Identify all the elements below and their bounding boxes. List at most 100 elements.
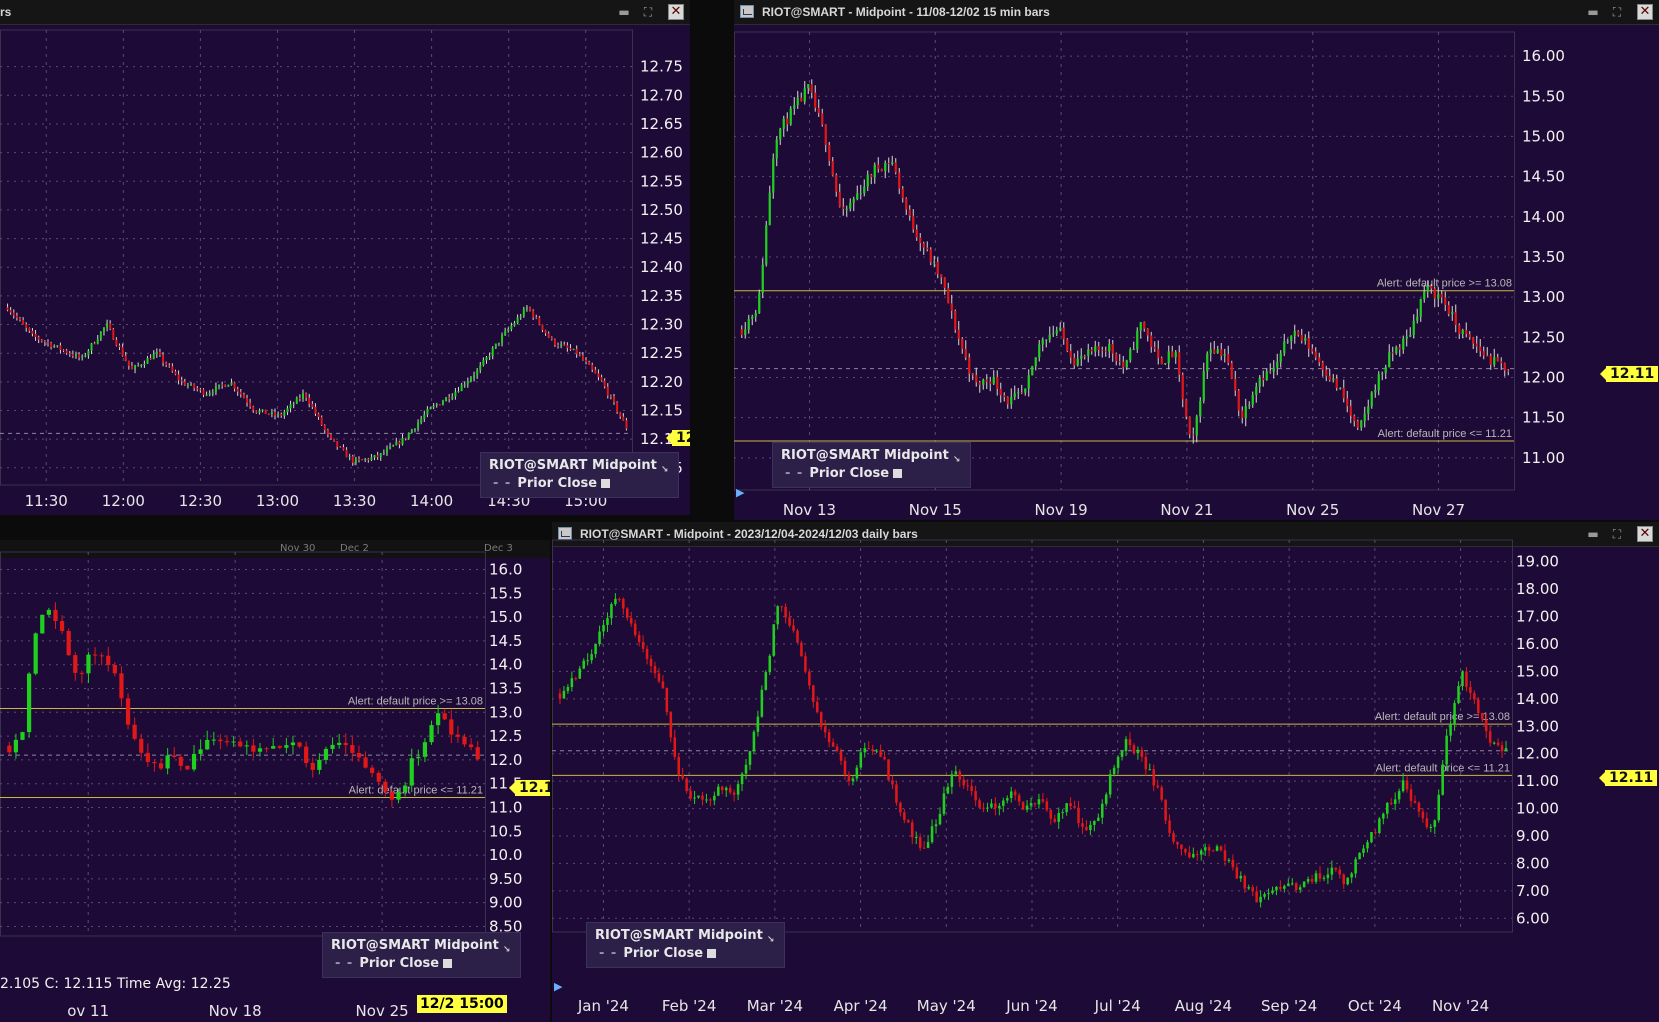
y-tick-label: 16.00 — [1516, 635, 1559, 653]
candle-body — [954, 310, 957, 330]
candle-body — [1196, 853, 1199, 855]
scroll-left-icon[interactable]: ▶ — [736, 486, 745, 499]
candle-body — [887, 162, 890, 165]
candle-body — [800, 642, 803, 657]
legend-symbol-row[interactable]: RIOT@SMART Midpoint ↘ — [595, 927, 776, 945]
candle-body — [191, 753, 197, 770]
candle-body — [1146, 328, 1149, 336]
close-icon[interactable]: ✕ — [1637, 526, 1653, 542]
legend-prior-close-row[interactable]: - - Prior Close — [489, 475, 670, 493]
candle-body — [985, 379, 988, 382]
candle-body — [1486, 355, 1489, 357]
maximize-icon[interactable]: ⛶ — [643, 5, 653, 19]
checkbox-icon[interactable] — [443, 959, 453, 968]
y-tick-label: 8.00 — [1516, 854, 1549, 872]
candle-body — [46, 342, 49, 344]
chart-panel-15min[interactable]: RIOT@SMART - Midpoint - 11/08-12/02 15 m… — [734, 0, 1659, 520]
chart-legend[interactable]: RIOT@SMART Midpoint ↘ - - Prior Close — [480, 452, 679, 498]
pin-icon[interactable]: ↘ — [952, 455, 961, 465]
candle-body — [1231, 859, 1235, 868]
chart-legend[interactable]: RIOT@SMART Midpoint ↘ - - Prior Close — [772, 442, 971, 488]
candle-body — [575, 348, 578, 355]
navigator-strip[interactable]: Nov 30 Dec 2 Dec 3 — [0, 540, 550, 558]
candle-body — [1445, 735, 1448, 765]
candle-body — [1395, 347, 1398, 354]
candle-body — [914, 836, 918, 838]
chart-panel-daily-year[interactable]: RIOT@SMART - Midpoint - 2023/12/04-2024/… — [552, 522, 1659, 1022]
checkbox-icon[interactable] — [601, 479, 611, 488]
candle-body — [1307, 337, 1310, 349]
checkbox-icon[interactable] — [893, 469, 903, 478]
y-tick-label: 12.70 — [640, 86, 683, 104]
candle-body — [1124, 739, 1128, 752]
x-tick-label: ov 11 — [67, 1002, 109, 1020]
candle-body — [541, 324, 544, 331]
legend-symbol-row[interactable]: RIOT@SMART Midpoint ↘ — [331, 937, 512, 955]
candle-body — [831, 742, 835, 747]
candle-body — [907, 820, 910, 823]
pin-icon[interactable]: ↘ — [766, 935, 775, 945]
candle-body — [525, 307, 528, 310]
candle-body — [1489, 355, 1492, 365]
checkbox-icon[interactable] — [707, 949, 717, 958]
candle-body — [964, 348, 967, 358]
candle-body — [124, 355, 127, 361]
legend-symbol-row[interactable]: RIOT@SMART Midpoint ↘ — [489, 457, 670, 475]
minimize-icon[interactable]: ▬ — [618, 5, 630, 19]
candle-body — [597, 373, 600, 377]
candle-body — [1049, 810, 1053, 819]
chart-panel-intraday[interactable]: rs ▬ ⛶ ✕ 12.75 12.70 12.65 12.60 12.55 12.50 1… — [0, 0, 690, 515]
candle-body — [196, 388, 199, 390]
candle-body — [155, 351, 158, 354]
chart-canvas[interactable]: 12.75 12.70 12.65 12.60 12.55 12.50 12.45 12.40… — [0, 0, 690, 515]
candle-body — [1062, 327, 1065, 340]
candle-body — [13, 739, 19, 753]
candle-body — [1482, 351, 1485, 356]
chart-legend[interactable]: RIOT@SMART Midpoint ↘ - - Prior Close — [322, 932, 521, 978]
candle-body — [808, 671, 811, 686]
maximize-icon[interactable]: ⛶ — [1612, 5, 1622, 19]
candle-body — [1271, 890, 1274, 894]
chart-legend[interactable]: RIOT@SMART Midpoint ↘ - - Prior Close — [586, 922, 785, 968]
candle-body — [1052, 333, 1055, 335]
pin-icon[interactable]: ↘ — [502, 945, 511, 955]
panel-titlebar[interactable]: RIOT@SMART - Midpoint - 2023/12/04-2024/… — [552, 522, 1659, 547]
candle-body — [40, 339, 43, 342]
candle-body — [1423, 291, 1426, 300]
candle-body — [978, 382, 981, 385]
plot-border — [734, 31, 1515, 491]
close-icon[interactable]: ✕ — [668, 4, 684, 20]
candle-body — [1335, 378, 1338, 388]
candle-body — [329, 434, 332, 439]
panel-titlebar[interactable]: rs ▬ ⛶ ✕ — [0, 0, 690, 25]
candle-body — [18, 317, 21, 321]
chart-canvas[interactable]: 16.00 15.50 15.00 14.50 14.00 13.50 13.00 12.50… — [734, 0, 1659, 520]
chart-canvas[interactable]: 16.015.515.014.514.013.513.012.512.011.5… — [0, 540, 550, 1022]
minimize-icon[interactable]: ▬ — [1587, 527, 1599, 541]
candle-body — [803, 88, 806, 102]
candle-body — [1484, 719, 1488, 732]
candle-body — [1171, 351, 1174, 358]
candle-body — [271, 746, 276, 749]
legend-prior-close-row[interactable]: - - Prior Close — [331, 955, 512, 973]
candle-body — [396, 792, 401, 800]
candle-body — [345, 449, 348, 458]
chart-panel-daily-short[interactable]: Nov 30 Dec 2 Dec 3 16.0 15.5 15.0 14.5 14.0 1… — [0, 540, 550, 1022]
scroll-left-icon[interactable]: ▶ — [554, 980, 563, 993]
candle-body — [43, 341, 46, 343]
minimize-icon[interactable]: ▬ — [1587, 5, 1599, 19]
candle-body — [1389, 802, 1393, 804]
legend-prior-close-row[interactable]: - - Prior Close — [595, 945, 776, 963]
panel-titlebar[interactable]: RIOT@SMART - Midpoint - 11/08-12/02 15 m… — [734, 0, 1659, 25]
legend-symbol-row[interactable]: RIOT@SMART Midpoint ↘ — [781, 447, 962, 465]
maximize-icon[interactable]: ⛶ — [1612, 527, 1622, 541]
legend-prior-close-row[interactable]: - - Prior Close — [781, 465, 962, 483]
chart-canvas[interactable]: 19.00 18.00 17.00 16.00 15.00 14.00 13.00 12.00… — [552, 522, 1659, 1022]
close-icon[interactable]: ✕ — [1637, 4, 1653, 20]
candle-body — [339, 446, 342, 448]
candle-body — [800, 97, 803, 102]
candle-body — [158, 763, 164, 769]
pin-icon[interactable]: ↘ — [660, 465, 669, 475]
candle-body — [392, 445, 395, 447]
candle-body — [1272, 367, 1275, 372]
